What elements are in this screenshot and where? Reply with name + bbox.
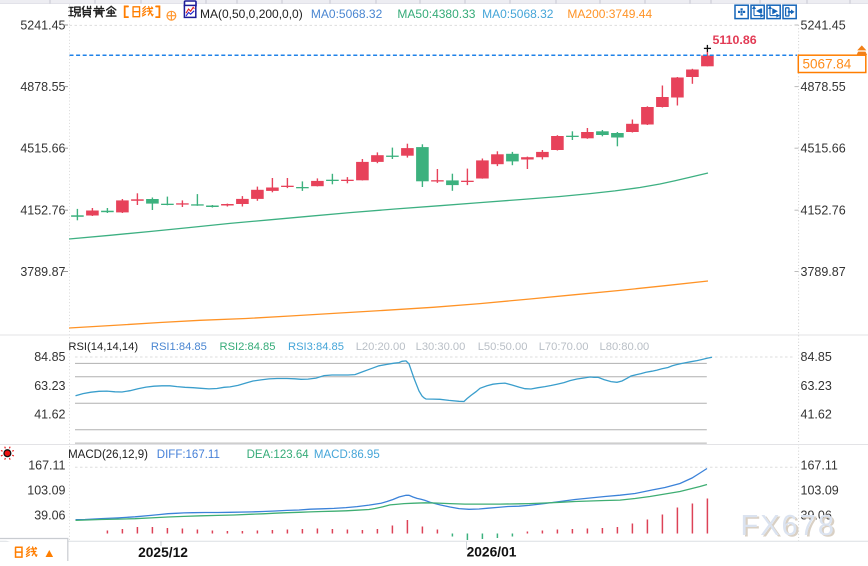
svg-text:L80:80.00: L80:80.00 (600, 341, 650, 353)
svg-text:5241.45: 5241.45 (20, 18, 65, 32)
svg-text:103.09: 103.09 (27, 484, 65, 498)
svg-text:FX678: FX678 (741, 510, 836, 542)
svg-text:4515.66: 4515.66 (801, 142, 846, 156)
svg-text:2025/12: 2025/12 (138, 545, 188, 560)
svg-text:L20:20.00: L20:20.00 (356, 341, 406, 353)
svg-text:5067.84: 5067.84 (803, 56, 852, 71)
svg-text:63.23: 63.23 (801, 379, 832, 393)
svg-text:3789.87: 3789.87 (801, 265, 846, 279)
svg-text:4878.55: 4878.55 (801, 80, 846, 94)
svg-text:5241.45: 5241.45 (801, 18, 846, 32)
svg-text:MA(0,50,0,200,0,0): MA(0,50,0,200,0,0) (200, 7, 303, 21)
svg-text:L30:30.00: L30:30.00 (416, 341, 466, 353)
svg-text:41.62: 41.62 (34, 408, 65, 422)
svg-text:RSI1:84.85: RSI1:84.85 (151, 341, 207, 353)
svg-text:2026/01: 2026/01 (467, 545, 517, 560)
svg-text:MA200:3749.44: MA200:3749.44 (567, 7, 652, 21)
svg-text:MACD:86.95: MACD:86.95 (314, 449, 380, 461)
svg-text:RSI3:84.85: RSI3:84.85 (288, 341, 344, 353)
svg-text:4515.66: 4515.66 (20, 142, 65, 156)
svg-text:MA0:5068.32: MA0:5068.32 (311, 7, 383, 21)
svg-text:167.11: 167.11 (801, 459, 838, 473)
svg-text:L70:70.00: L70:70.00 (539, 341, 589, 353)
svg-text:84.85: 84.85 (801, 350, 832, 364)
svg-text:63.23: 63.23 (34, 379, 65, 393)
svg-text:41.62: 41.62 (801, 408, 832, 422)
svg-text:167.11: 167.11 (28, 459, 65, 473)
svg-text:RSI2:84.85: RSI2:84.85 (220, 341, 276, 353)
svg-text:MA0:5068.32: MA0:5068.32 (482, 7, 554, 21)
svg-text:4878.55: 4878.55 (20, 80, 65, 94)
svg-text:MACD(26,12,9): MACD(26,12,9) (68, 449, 148, 461)
svg-text:FX678: FX678 (743, 512, 838, 544)
svg-text:103.09: 103.09 (801, 484, 839, 498)
svg-text:RSI(14,14,14): RSI(14,14,14) (68, 341, 138, 353)
svg-text:39.06: 39.06 (34, 509, 65, 523)
svg-text:84.85: 84.85 (34, 350, 65, 364)
svg-text:4152.76: 4152.76 (20, 204, 65, 218)
svg-text:3789.87: 3789.87 (20, 265, 65, 279)
svg-text:DIFF:167.11: DIFF:167.11 (157, 449, 220, 461)
svg-text:5110.86: 5110.86 (713, 33, 757, 47)
svg-text:DEA:123.64: DEA:123.64 (247, 449, 310, 461)
svg-text:39.06: 39.06 (801, 509, 832, 523)
svg-text:MA50:4380.33: MA50:4380.33 (397, 7, 475, 21)
svg-text:L50:50.00: L50:50.00 (478, 341, 528, 353)
svg-text:4152.76: 4152.76 (801, 204, 846, 218)
